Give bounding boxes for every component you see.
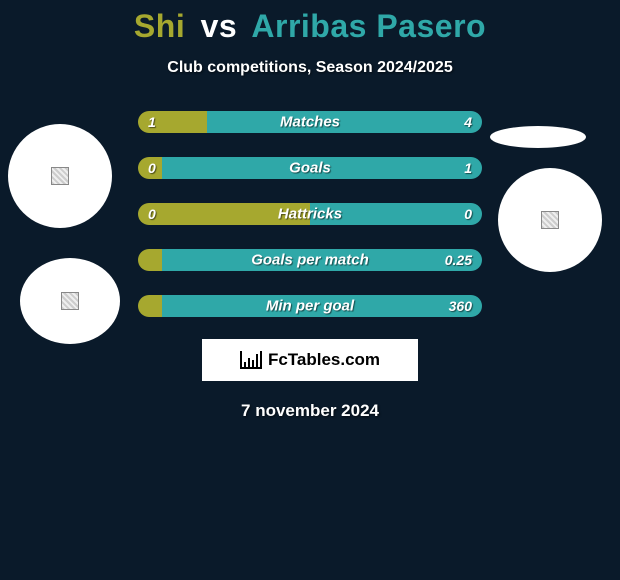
placeholder-icon — [541, 211, 559, 229]
logo-chart-icon — [240, 351, 262, 369]
avatar-right-ellipse — [490, 126, 586, 148]
placeholder-icon — [51, 167, 69, 185]
bar-segment-player2 — [162, 157, 482, 179]
title-vs: vs — [201, 8, 238, 44]
title-player2: Arribas Pasero — [251, 8, 486, 44]
stat-row: Goals01 — [138, 157, 482, 179]
subtitle: Club competitions, Season 2024/2025 — [0, 59, 620, 77]
date-text: 7 november 2024 — [0, 401, 620, 421]
bar-segment-player1 — [138, 111, 207, 133]
logo-box: FcTables.com — [202, 339, 418, 381]
avatar-left-small — [20, 258, 120, 344]
bar-segment-player2 — [310, 203, 482, 225]
placeholder-icon — [61, 292, 79, 310]
bar-segment-player2 — [162, 295, 482, 317]
page-title: Shi vs Arribas Pasero — [0, 0, 620, 45]
stat-row: Goals per match0.25 — [138, 249, 482, 271]
bar-segment-player1 — [138, 249, 162, 271]
avatar-right-large — [498, 168, 602, 272]
bar-segment-player1 — [138, 203, 310, 225]
bar-segment-player2 — [162, 249, 482, 271]
stat-row: Matches14 — [138, 111, 482, 133]
stats-bars: Matches14 Goals01 Hattricks00 Goals per mat… — [138, 111, 482, 317]
bar-segment-player2 — [207, 111, 482, 133]
avatar-left-large — [8, 124, 112, 228]
stat-row: Min per goal360 — [138, 295, 482, 317]
stat-row: Hattricks00 — [138, 203, 482, 225]
title-player1: Shi — [134, 8, 185, 44]
bar-segment-player1 — [138, 295, 162, 317]
logo-text: FcTables.com — [268, 350, 380, 370]
bar-segment-player1 — [138, 157, 162, 179]
